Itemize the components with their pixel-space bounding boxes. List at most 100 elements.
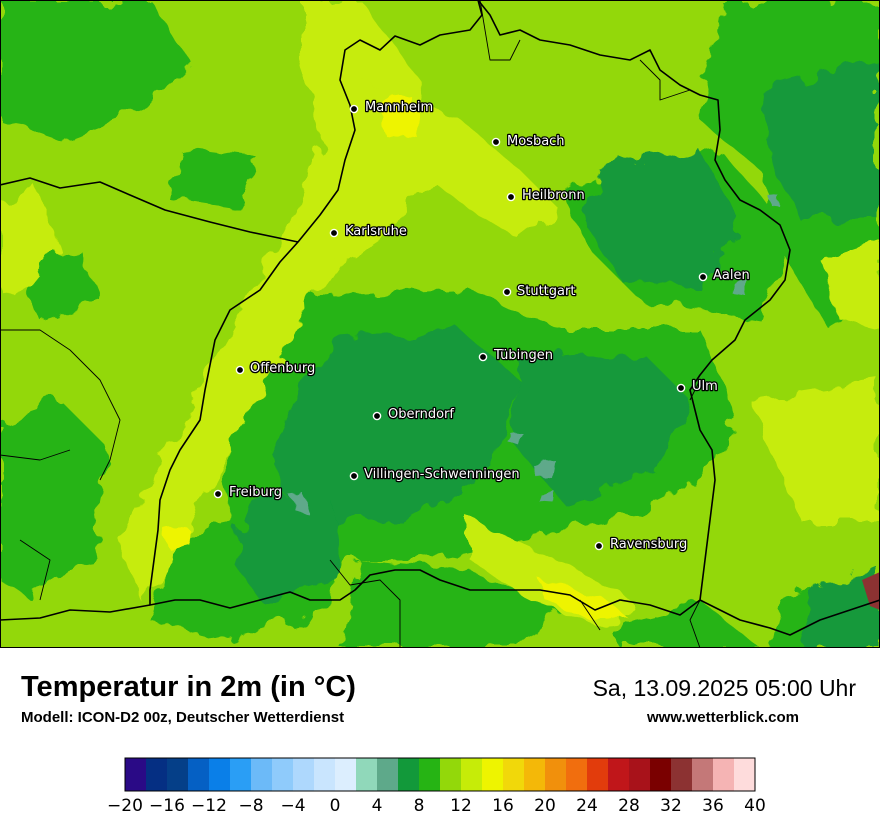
city-label: Mosbach (507, 134, 565, 149)
legend-tick-label: −16 (149, 796, 185, 816)
legend-swatch (146, 758, 168, 791)
legend-tick-label: −20 (107, 796, 143, 816)
legend-tick-label: 4 (372, 796, 383, 816)
city-villingen-schwenningen: Villingen-Schwenningen (349, 466, 521, 483)
forecast-datetime: Sa, 13.09.2025 05:00 Uhr (592, 675, 856, 701)
legend-swatch (335, 758, 357, 791)
city-dot (676, 383, 686, 393)
legend-tick-label: −4 (280, 796, 305, 816)
city-dot (349, 104, 359, 114)
legend-swatch (377, 758, 399, 791)
city-stuttgart: Stuttgart (502, 283, 577, 300)
city-dot (698, 272, 708, 282)
city-label: Mannheim (365, 100, 433, 115)
legend-tick-label: 36 (702, 796, 724, 816)
legend-ticks: −20 −16 −12 −8 −4 0 4 8 12 16 20 24 28 32 36 40 (107, 796, 766, 816)
legend-swatch (272, 758, 294, 791)
legend-swatch (419, 758, 441, 791)
swiss-border (0, 604, 151, 621)
legend-swatch (587, 758, 609, 791)
legend-tick-label: 16 (492, 796, 514, 816)
legend-swatch (713, 758, 735, 791)
legend-swatch (524, 758, 546, 791)
legend-swatch (293, 758, 315, 791)
city-label: Stuttgart (517, 284, 575, 299)
city-oberndorf: Oberndorf (372, 406, 456, 423)
city-heilbronn: Heilbronn (506, 187, 586, 204)
legend-swatch (125, 758, 147, 791)
legend-swatch (503, 758, 525, 791)
legend-tick-label: 20 (534, 796, 556, 816)
city-label: Freiburg (229, 485, 282, 500)
temperature-map: Mannheim Mosbach Heilbronn Karlsruhe Aal… (0, 0, 880, 648)
legend-swatch (167, 758, 189, 791)
legend-swatch (440, 758, 462, 791)
legend-swatch (461, 758, 483, 791)
legend-swatches (125, 758, 756, 791)
city-label: Oberndorf (388, 407, 454, 422)
city-freiburg: Freiburg (213, 484, 283, 501)
city-dot (213, 489, 223, 499)
legend-tick-label: 12 (450, 796, 472, 816)
district-lines (0, 0, 701, 648)
legend-swatch (482, 758, 504, 791)
temperature-field (0, 0, 880, 648)
legend-tick-label: 24 (576, 796, 598, 816)
website-credit: www.wetterblick.com (647, 709, 799, 726)
legend-swatch (629, 758, 651, 791)
city-dot (506, 192, 516, 202)
city-label: Heilbronn (522, 188, 585, 203)
legend-swatch (209, 758, 231, 791)
legend-swatch (251, 758, 273, 791)
legend-tick-label: 40 (744, 796, 766, 816)
legend-swatch (671, 758, 693, 791)
city-ravensburg: Ravensburg (594, 536, 689, 553)
city-label: Tübingen (493, 348, 553, 363)
legend-swatch (566, 758, 588, 791)
color-legend: −20 −16 −12 −8 −4 0 4 8 12 16 20 24 28 32 36 40 (107, 757, 766, 816)
legend-swatch (398, 758, 420, 791)
city-label: Villingen-Schwenningen (364, 467, 520, 482)
legend-swatch (650, 758, 672, 791)
legend-swatch (314, 758, 336, 791)
city-dot (491, 137, 501, 147)
city-aalen: Aalen (698, 267, 751, 284)
warm-edge-patch (862, 572, 880, 610)
city-offenburg: Offenburg (235, 360, 317, 377)
legend-swatch (545, 758, 567, 791)
city-markers: Mannheim Mosbach Heilbronn Karlsruhe Aal… (213, 99, 751, 553)
legend-swatch (734, 758, 756, 791)
city-label: Ravensburg (610, 537, 687, 552)
city-label: Aalen (713, 268, 750, 283)
city-dot (235, 365, 245, 375)
city-dot (478, 352, 488, 362)
legend-frame (124, 757, 756, 792)
city-label: Karlsruhe (345, 224, 407, 239)
city-tuebingen: Tübingen (478, 347, 554, 364)
city-label: Offenburg (250, 361, 315, 376)
map-title: Temperatur in 2m (in °C) (21, 671, 356, 703)
legend-swatch (230, 758, 252, 791)
legend-swatch (608, 758, 630, 791)
legend-tick-label: −12 (191, 796, 227, 816)
legend-swatch (188, 758, 210, 791)
city-dot (372, 411, 382, 421)
city-dot (349, 471, 359, 481)
legend-tick-label: 0 (330, 796, 341, 816)
city-mannheim: Mannheim (349, 99, 434, 116)
legend-tick-label: 32 (660, 796, 682, 816)
model-source: Modell: ICON-D2 00z, Deutscher Wetterdie… (21, 709, 345, 726)
city-dot (502, 287, 512, 297)
city-karlsruhe: Karlsruhe (329, 223, 408, 240)
legend-tick-label: −8 (238, 796, 263, 816)
legend-tick-label: 28 (618, 796, 640, 816)
city-label: Ulm (692, 379, 718, 394)
city-dot (594, 541, 604, 551)
legend-tick-label: 8 (414, 796, 425, 816)
city-ulm: Ulm (676, 378, 719, 395)
cold-spots (292, 195, 778, 510)
borders (0, 0, 880, 648)
legend-swatch (692, 758, 714, 791)
city-mosbach: Mosbach (491, 133, 566, 150)
city-dot (329, 228, 339, 238)
